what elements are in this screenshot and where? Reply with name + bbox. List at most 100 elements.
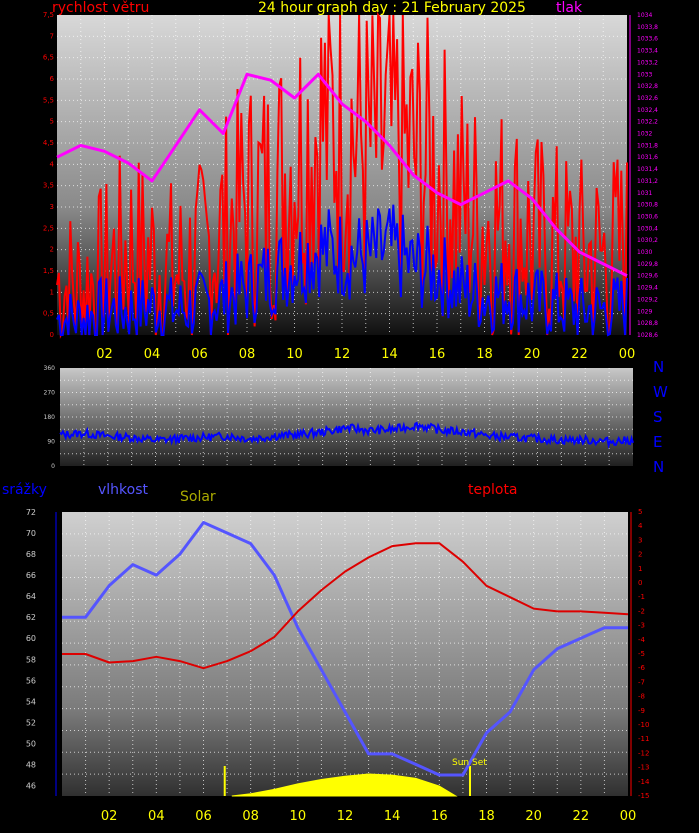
temperature-label: teplota [468,482,518,498]
y-tick-pressure: 1028,6 [637,332,658,339]
x-tick-label: 00 [619,347,636,362]
x-tick-label: 16 [431,809,448,824]
y-tick-pressure: 1031,8 [637,142,658,149]
y-tick-temperature: -9 [638,707,645,715]
y-tick-wind: 3 [50,203,54,211]
y-tick-pressure: 1033,2 [637,59,658,66]
y-tick-wind: 2 [50,246,54,254]
y-tick-wind: 7 [50,32,54,40]
y-tick-temperature: -6 [638,664,646,672]
y-tick-pressure: 1029 [637,308,652,315]
y-tick-humidity: 52 [26,718,36,727]
y-tick-wind: 1 [50,288,54,296]
y-tick-humidity: 66 [26,571,36,580]
y-tick-wind: 1,5 [43,267,54,275]
humidity-label: vlhkost [98,482,149,498]
y-tick-wind: 4,5 [43,139,54,147]
solar-area [231,773,458,797]
y-tick-temperature: 2 [638,551,642,559]
y-tick-temperature: -2 [638,607,645,615]
y-tick-pressure: 1031,4 [637,166,658,173]
y-tick-pressure: 1033,4 [637,48,658,55]
y-tick-direction: 180 [44,414,56,421]
y-tick-pressure: 1030,6 [637,213,658,220]
precip-label: srážky [2,482,47,498]
x-tick-label: 08 [239,347,256,362]
y-tick-temperature: -5 [638,650,645,658]
x-tick-label: 10 [286,347,303,362]
y-tick-wind: 2,5 [43,224,54,232]
y-tick-temperature: -8 [638,693,645,701]
y-tick-temperature: 5 [638,508,642,516]
y-tick-pressure: 1033,6 [637,36,658,43]
y-tick-pressure: 1032 [637,131,652,138]
y-tick-humidity: 58 [26,655,36,664]
y-tick-pressure: 1032,8 [637,83,658,90]
y-tick-wind: 3,5 [43,182,54,190]
panel3-background [62,512,628,796]
y-tick-wind: 7,5 [43,11,54,19]
y-tick-temperature: -14 [638,778,650,786]
y-tick-pressure: 1033,8 [637,24,658,31]
y-tick-humidity: 68 [26,550,36,559]
y-tick-humidity: 60 [26,634,36,643]
y-tick-wind: 6,5 [43,54,54,62]
pressure-label: tlak [556,0,583,16]
y-tick-pressure: 1030 [637,249,652,256]
y-tick-temperature: -15 [638,792,649,800]
y-tick-wind: 6 [50,75,55,83]
y-tick-pressure: 1028,8 [637,320,658,327]
x-tick-label: 22 [571,347,588,362]
y-tick-direction: 0 [51,463,55,470]
y-tick-direction: 90 [47,439,55,446]
y-tick-temperature: -4 [638,636,646,644]
compass-s: S [653,408,663,426]
y-tick-humidity: 72 [26,508,36,517]
solar-label: Solar [180,489,216,505]
pressure-series [56,72,628,278]
y-tick-pressure: 1031 [637,190,652,197]
y-tick-pressure: 1032,4 [637,107,658,114]
x-tick-label: 18 [476,347,493,362]
y-tick-temperature: -13 [638,764,649,772]
axis-text-layer: 00,511,522,533,544,555,566,577,51028,610… [26,11,658,824]
x-tick-label: 16 [429,347,446,362]
x-tick-label: 12 [337,809,354,824]
y-tick-wind: 5,5 [43,96,54,104]
x-tick-label: 22 [573,809,590,824]
humidity-series [62,521,628,777]
y-tick-humidity: 54 [26,697,36,706]
y-tick-temperature: -7 [638,678,645,686]
x-tick-label: 20 [525,809,542,824]
y-tick-pressure: 1031,2 [637,178,658,185]
y-tick-temperature: -10 [638,721,649,729]
y-tick-pressure: 1031,6 [637,154,658,161]
x-tick-label: 00 [620,809,637,824]
y-tick-humidity: 56 [26,676,36,685]
compass-e: E [653,433,663,451]
y-tick-temperature: 0 [638,579,642,587]
y-tick-humidity: 62 [26,613,36,622]
x-tick-label: 20 [524,347,541,362]
x-tick-label: 06 [195,809,212,824]
y-tick-pressure: 1030,2 [637,237,658,244]
y-tick-pressure: 1033 [637,71,652,78]
y-tick-pressure: 1029,2 [637,296,658,303]
solar-layer [223,766,471,797]
x-tick-label: 02 [101,809,118,824]
compass-n-top: N [653,358,665,376]
y-tick-temperature: 3 [638,536,642,544]
y-tick-pressure: 1032,6 [637,95,658,102]
wind-direction-series [59,421,634,450]
y-tick-direction: 360 [44,365,56,372]
x-tick-label: 18 [478,809,495,824]
compass-n-bottom: N [653,458,665,476]
y-tick-temperature: -1 [638,593,645,601]
x-tick-label: 04 [144,347,161,362]
y-tick-wind: 4 [50,160,55,168]
x-tick-label: 08 [242,809,259,824]
temperature-series [62,542,629,670]
x-tick-label: 02 [96,347,113,362]
wind-speed-label: rychlost větru [52,0,150,16]
